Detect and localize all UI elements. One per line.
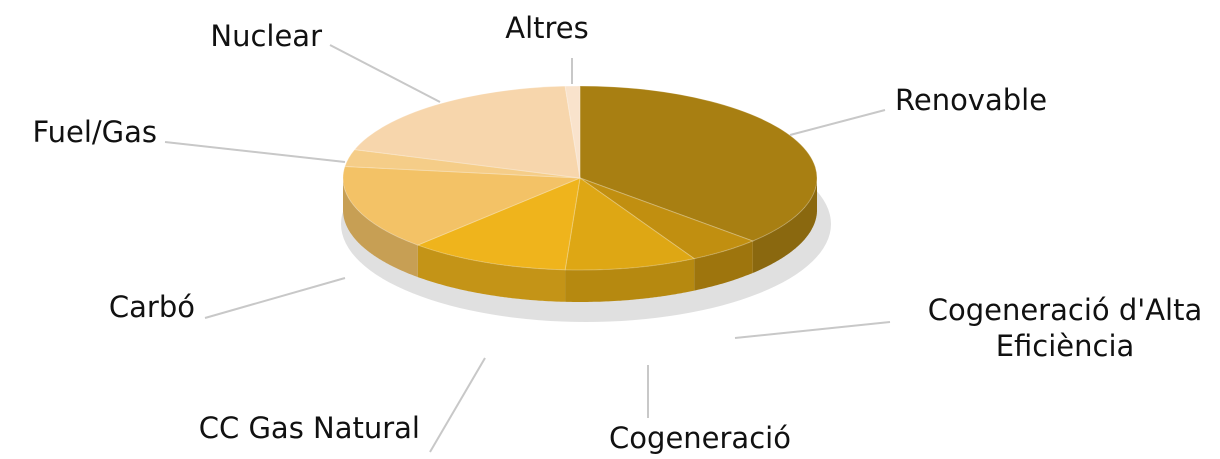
slice-label: Altres [505,11,589,45]
leader-line [734,321,891,339]
leader-line [204,277,346,319]
slice-side [565,258,695,302]
slice-side [417,245,566,302]
slice [416,177,581,271]
slice [579,177,755,260]
slice-side [343,178,418,278]
slice [344,149,581,179]
slice-label: CC Gas Natural [198,411,420,445]
slice-label: Renovable [895,83,1048,117]
slice-side [694,241,753,291]
slice-label: Nuclear [210,19,322,53]
slice [564,177,696,271]
slice [579,85,818,242]
slice-label: Fuel/Gas [32,115,158,149]
slice [353,85,581,179]
slice-label: Cogeneració [609,421,791,455]
slice-side [752,178,817,273]
leader-line [164,141,346,163]
leader-line [329,44,441,103]
slice [342,165,581,246]
leader-line [429,357,486,453]
slice [564,85,581,179]
leader-line [789,109,886,136]
slice-label: Cogeneració d'Alta Eficiència [927,293,1203,363]
slice-label: Carbó [108,290,195,324]
